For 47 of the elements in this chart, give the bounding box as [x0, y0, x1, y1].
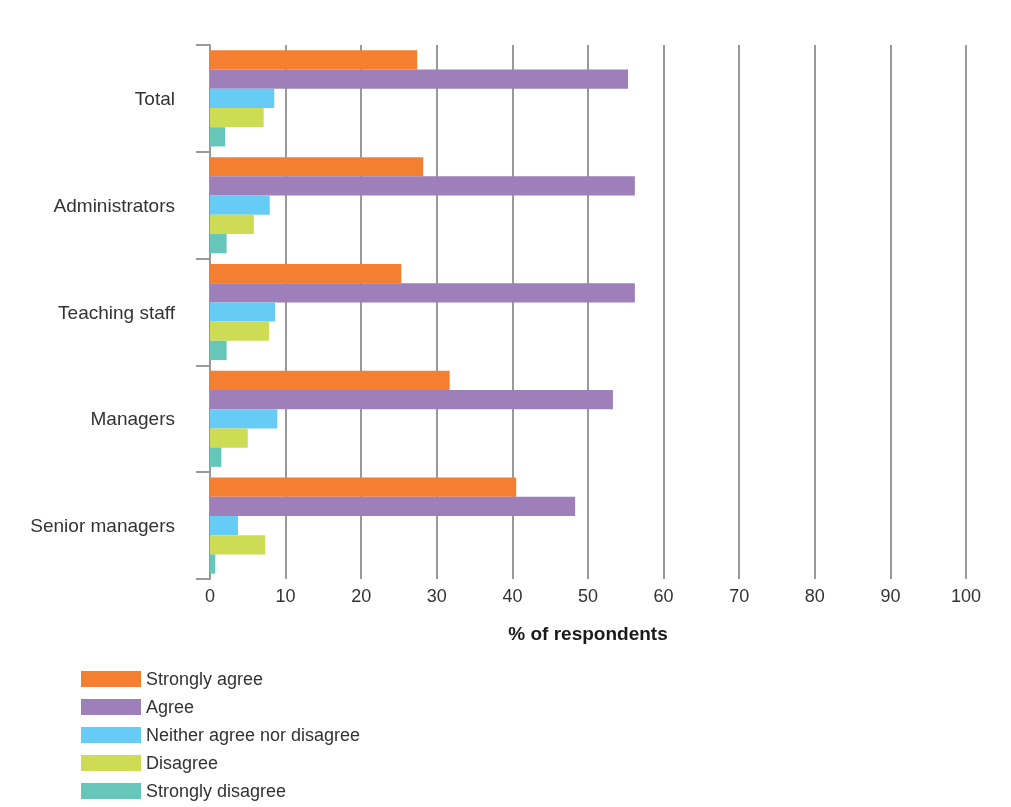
bar: [210, 234, 227, 254]
y-tick-label: Administrators: [53, 194, 175, 216]
bar: [210, 554, 216, 574]
y-tick-label: Teaching staff: [58, 301, 176, 323]
bar: [210, 428, 248, 448]
bar: [210, 321, 269, 341]
bar: [210, 214, 254, 235]
bar: [210, 176, 635, 196]
bar: [210, 370, 450, 390]
legend-label: Strongly agree: [146, 669, 264, 689]
bar: [210, 157, 424, 177]
bar: [210, 447, 222, 467]
x-tick-label: 10: [275, 586, 296, 606]
x-tick-label: 0: [204, 586, 216, 606]
bar: [210, 88, 275, 109]
y-tick-label: Senior managers: [30, 515, 175, 537]
y-tick-label: Managers: [90, 408, 175, 430]
y-tick-label: Total: [134, 87, 175, 109]
bar: [210, 50, 418, 70]
x-tick-label: 60: [653, 586, 674, 606]
legend-label: Strongly disagree: [146, 781, 287, 801]
bar: [210, 340, 227, 361]
legend-label: Agree: [146, 697, 195, 717]
legend-label: Disagree: [146, 753, 219, 773]
bar: [210, 515, 238, 536]
x-tick-label: 70: [729, 586, 750, 606]
x-tick-label: 80: [804, 586, 825, 606]
bar: [210, 127, 226, 147]
bar: [210, 302, 276, 322]
bar: [210, 496, 576, 516]
bar: [210, 389, 613, 410]
bar: [210, 195, 270, 215]
bar: [210, 283, 635, 303]
bar: [210, 263, 402, 284]
x-tick-label: 50: [577, 586, 599, 606]
bar: [210, 477, 517, 497]
bar: [210, 409, 278, 429]
legend-label: Neither agree nor disagree: [146, 725, 361, 745]
x-tick-label: 100: [950, 586, 982, 606]
bar: [210, 108, 264, 128]
x-tick-label: 30: [426, 586, 447, 606]
bar: [210, 69, 629, 89]
x-axis-title: % of respondents: [508, 623, 668, 644]
x-tick-label: 20: [351, 586, 372, 606]
x-tick-label: 90: [880, 586, 901, 606]
x-tick-label: 40: [502, 586, 523, 606]
bar: [210, 535, 266, 555]
